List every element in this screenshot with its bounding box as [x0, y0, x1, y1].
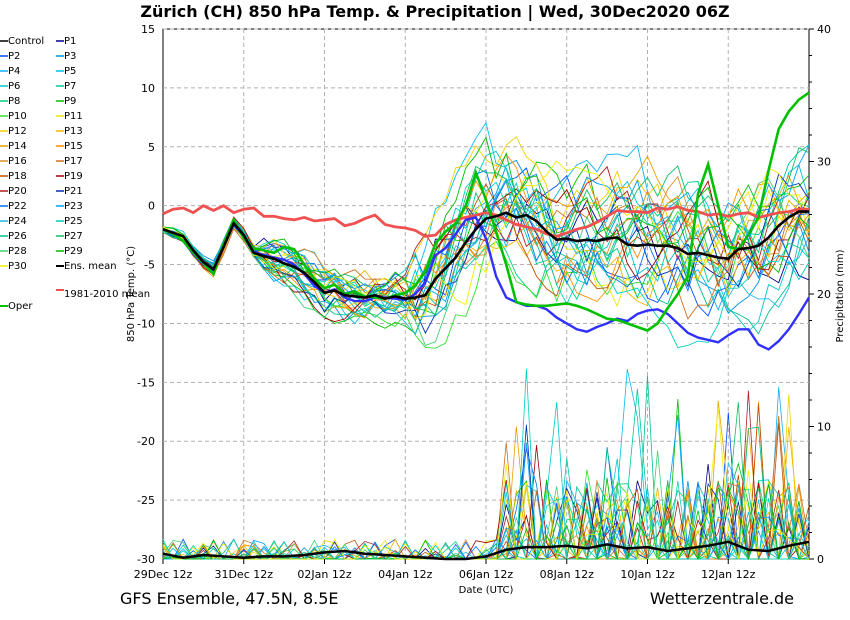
legend-label: P6 [8, 81, 20, 92]
chart-title: Zürich (CH) 850 hPa Temp. & Precipitatio… [140, 2, 729, 22]
y-tick-label: 15 [141, 23, 155, 36]
ensemble-members [162, 121, 810, 349]
y-tick-label: -20 [137, 435, 155, 448]
legend-label: P7 [64, 81, 76, 92]
legend-label: P21 [64, 186, 83, 197]
legend-label: P12 [8, 126, 27, 137]
series-line [162, 91, 810, 332]
legend-label: Oper [8, 301, 33, 312]
y2-tick-label: 0 [817, 553, 824, 566]
x-tick-label: 29Dec 12z [134, 568, 193, 581]
legend-label: P23 [64, 201, 83, 212]
x-tick-label: 31Dec 12z [214, 568, 273, 581]
legend-label: P28 [8, 246, 27, 257]
legend-label: P25 [64, 216, 83, 227]
legend-label: P30 [8, 261, 27, 272]
y2-tick-label: 20 [817, 288, 831, 301]
member-precip-line [162, 402, 809, 561]
precip-ens-mean-line [162, 540, 810, 561]
legend-label: P13 [64, 126, 83, 137]
legend-label: P22 [8, 201, 27, 212]
series-line [162, 204, 809, 238]
legend-label: P26 [8, 231, 27, 242]
member-line [162, 200, 810, 335]
member-line [162, 147, 810, 315]
legend-label: P1 [64, 36, 76, 47]
legend-label: P3 [64, 51, 76, 62]
member-line [162, 178, 810, 346]
y-tick-label: -15 [137, 376, 155, 389]
member-line [162, 136, 810, 299]
y2-tick-label: 30 [817, 156, 831, 169]
y2-tick-label: 40 [817, 23, 831, 36]
y2-axis-label: Precipitation (mm) [835, 249, 846, 342]
legend: Control P2 P4 P6 P8 P10 P12 P14 P16 P18 P20 P22 P24 P… [0, 36, 150, 312]
legend-label: P27 [64, 231, 83, 242]
legend-label: Control [8, 36, 44, 47]
legend-label: P8 [8, 96, 20, 107]
series-line [162, 210, 809, 301]
legend-label: P14 [8, 141, 27, 152]
legend-label: P10 [8, 111, 27, 122]
legend-label: P17 [64, 156, 83, 167]
axes: 15 10 5 0 -5 -10 -15 -20 -25 -30 40 30 20 10 0 29Dec 12… [134, 23, 831, 581]
y-tick-label: -5 [144, 259, 155, 272]
x-tick-label: 06Jan 12z [459, 568, 513, 581]
x-axis-label: Date (UTC) [459, 585, 514, 596]
x-tick-label: 04Jan 12z [378, 568, 432, 581]
legend-label: P24 [8, 216, 27, 227]
legend-label: P16 [8, 156, 27, 167]
y-tick-label: 10 [141, 82, 155, 95]
footer-source: GFS Ensemble, 47.5N, 8.5E [120, 589, 339, 608]
x-tick-label: 12Jan 12z [701, 568, 755, 581]
legend-label: P9 [64, 96, 76, 107]
legend-label: P5 [64, 66, 76, 77]
x-tick-label: 08Jan 12z [540, 568, 594, 581]
legend-label: 1981-2010 mean [64, 289, 150, 300]
footer-brand: Wetterzentrale.de [650, 589, 794, 608]
y-tick-label: 5 [148, 141, 155, 154]
legend-label: P20 [8, 186, 27, 197]
y-tick-label: -25 [137, 494, 155, 507]
highlight-lines [162, 91, 811, 351]
y-axis-label: 850 hPa Temp. (°C) [126, 246, 137, 342]
y-tick-label: -10 [137, 317, 155, 330]
legend-label: P19 [64, 171, 83, 182]
y2-tick-label: 10 [817, 421, 831, 434]
member-line [162, 175, 810, 349]
member-line [162, 160, 810, 320]
legend-label: P29 [64, 246, 83, 257]
legend-label: P11 [64, 111, 83, 122]
grid-lines [163, 28, 809, 560]
legend-label: P4 [8, 66, 20, 77]
legend-label: P2 [8, 51, 20, 62]
y-tick-label: -30 [137, 553, 155, 566]
x-tick-label: 02Jan 12z [297, 568, 351, 581]
y-tick-label: 0 [148, 200, 155, 213]
legend-label: P18 [8, 171, 27, 182]
legend-label: Ens. mean [64, 261, 117, 272]
x-tick-label: 10Jan 12z [620, 568, 674, 581]
legend-label: P15 [64, 141, 83, 152]
